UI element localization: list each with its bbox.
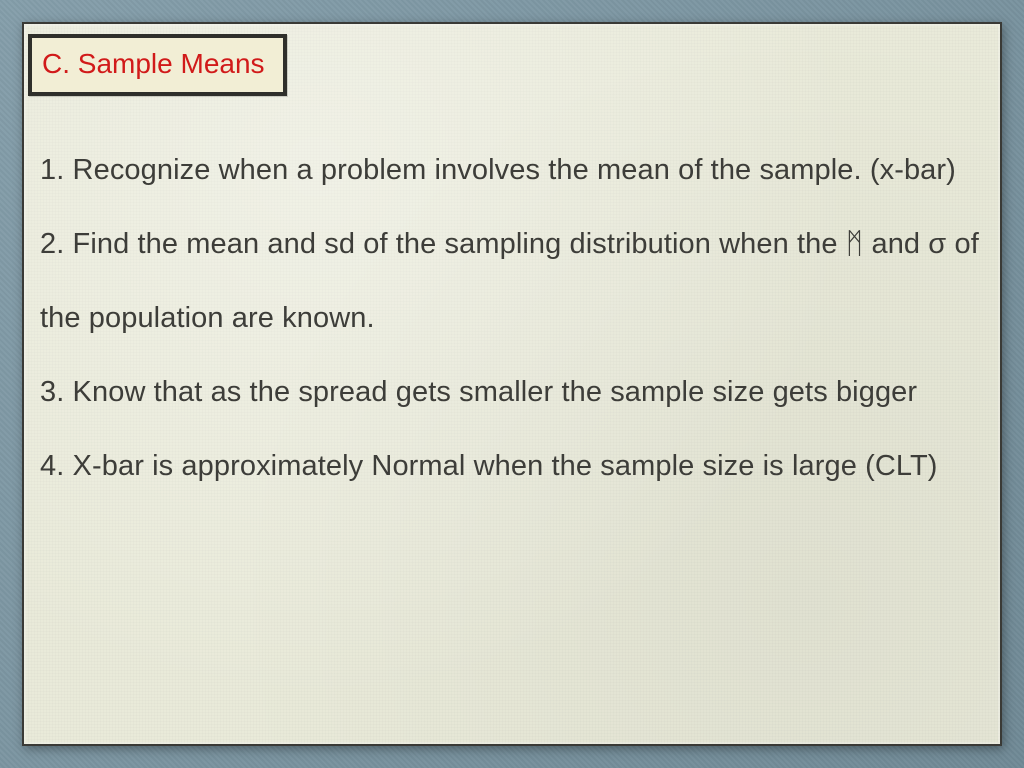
list-item-2-pre: 2. Find the mean and sd of the sampling … (40, 228, 846, 260)
body-content: 1. Recognize when a problem involves the… (22, 96, 1002, 504)
list-item-1: 1. Recognize when a problem involves the… (40, 134, 990, 208)
list-item-3: 3. Know that as the spread gets smaller … (40, 356, 990, 430)
paper-panel: C. Sample Means 1. Recognize when a prob… (22, 22, 1002, 746)
list-item-2: 2. Find the mean and sd of the sampling … (40, 208, 990, 356)
list-item-4: 4. X-bar is approximately Normal when th… (40, 430, 990, 504)
mu-symbol: ᛗ (846, 228, 864, 260)
title-box: C. Sample Means (28, 34, 287, 96)
title-text: C. Sample Means (42, 48, 265, 79)
